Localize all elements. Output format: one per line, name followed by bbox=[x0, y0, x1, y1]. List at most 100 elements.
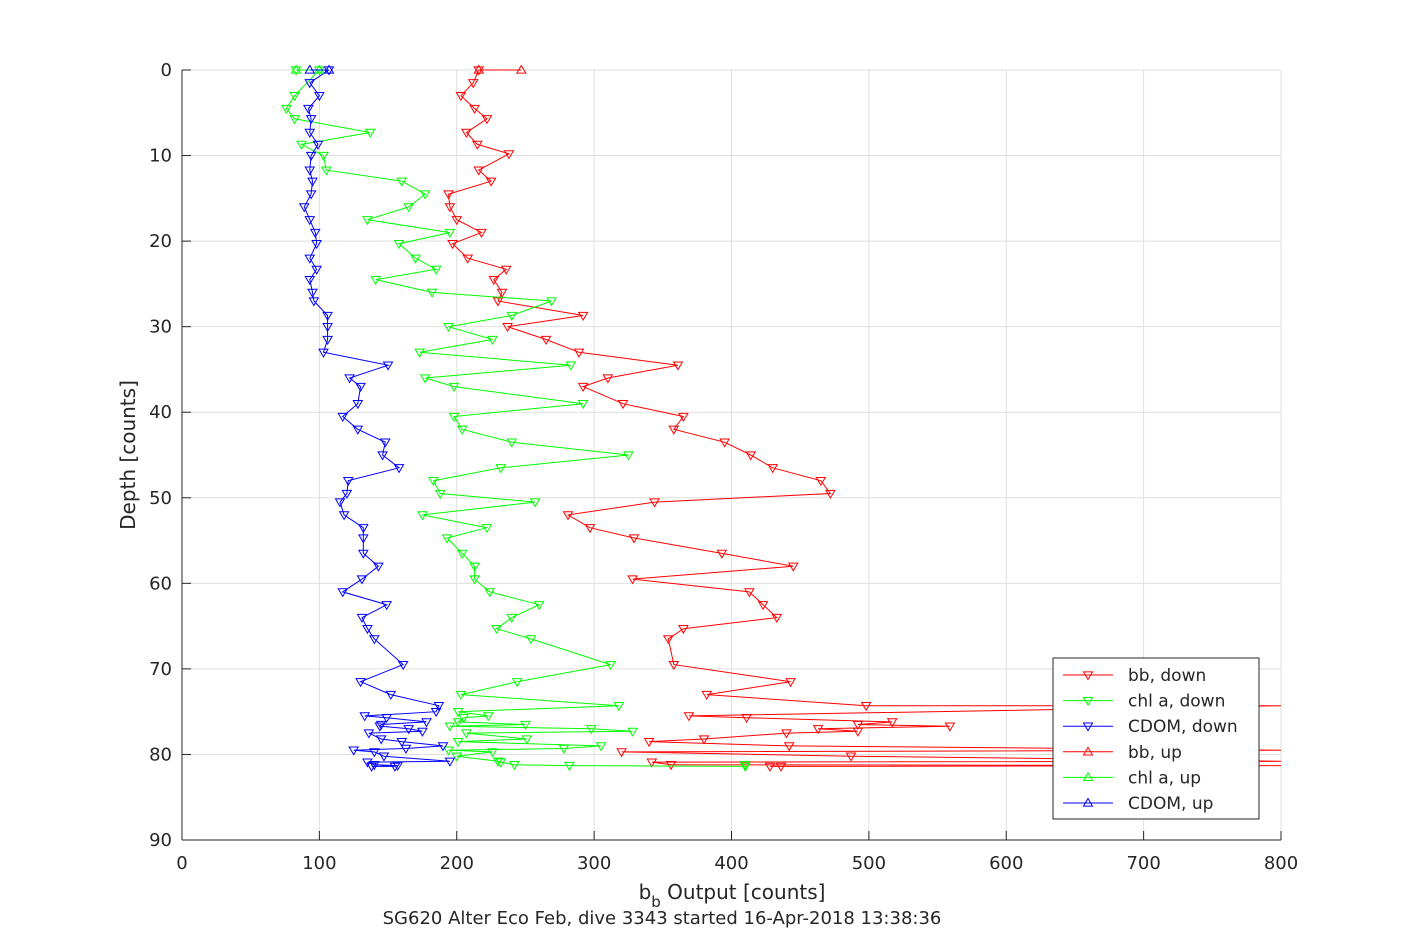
data-point bbox=[305, 151, 317, 162]
data-point bbox=[460, 729, 472, 739]
data-point bbox=[558, 744, 570, 754]
data-point bbox=[473, 166, 485, 176]
data-point bbox=[627, 575, 638, 585]
data-point bbox=[320, 166, 332, 176]
data-point bbox=[533, 601, 545, 611]
data-point bbox=[646, 758, 658, 768]
x-tick-label: 400 bbox=[714, 853, 748, 874]
data-point bbox=[701, 690, 713, 701]
data-point bbox=[741, 714, 752, 724]
data-point bbox=[385, 690, 397, 701]
data-point bbox=[764, 762, 776, 772]
data-point bbox=[757, 601, 769, 611]
legend-label: CDOM, up bbox=[1128, 794, 1213, 814]
data-point bbox=[448, 382, 460, 393]
data-point bbox=[366, 762, 377, 772]
data-point bbox=[944, 722, 956, 732]
data-point bbox=[379, 438, 391, 448]
data-point bbox=[419, 374, 431, 384]
data-point bbox=[562, 511, 574, 521]
data-point bbox=[352, 400, 364, 410]
x-axis-label-main: b bbox=[639, 880, 652, 904]
data-point bbox=[672, 361, 684, 371]
series-0 bbox=[443, 66, 1281, 772]
data-point bbox=[825, 489, 836, 499]
data-point bbox=[290, 64, 302, 74]
data-point bbox=[495, 464, 507, 474]
y-axis-label: Depth [counts] bbox=[116, 380, 140, 530]
data-point bbox=[430, 708, 442, 718]
data-point bbox=[370, 275, 382, 286]
data-point bbox=[456, 425, 468, 435]
y-tick-label: 70 bbox=[149, 659, 172, 680]
data-point bbox=[338, 511, 350, 521]
data-point bbox=[314, 92, 325, 102]
data-point bbox=[289, 115, 301, 125]
y-tick-label: 40 bbox=[149, 402, 172, 423]
data-point bbox=[471, 140, 483, 150]
data-point bbox=[304, 275, 316, 286]
data-point bbox=[290, 66, 302, 76]
data-point bbox=[771, 613, 783, 624]
data-point bbox=[565, 361, 577, 371]
data-point bbox=[698, 735, 710, 745]
data-point bbox=[540, 335, 552, 345]
data-point bbox=[414, 348, 426, 358]
data-point bbox=[363, 729, 375, 739]
data-point bbox=[860, 702, 872, 712]
data-point bbox=[356, 613, 368, 624]
data-point bbox=[444, 722, 456, 732]
data-point bbox=[434, 489, 446, 499]
data-point bbox=[396, 177, 408, 187]
data-point bbox=[303, 104, 314, 114]
data-point bbox=[506, 311, 518, 322]
data-point bbox=[417, 727, 428, 737]
series-2 bbox=[298, 66, 456, 772]
legend-marker bbox=[1082, 722, 1094, 732]
data-point bbox=[362, 216, 373, 226]
series-line bbox=[303, 69, 450, 767]
legend-item: chl a, down bbox=[1063, 692, 1225, 712]
series-line bbox=[447, 69, 1281, 767]
data-point bbox=[357, 524, 369, 534]
data-point bbox=[716, 549, 728, 559]
data-point bbox=[314, 66, 325, 76]
x-tick-label: 600 bbox=[989, 853, 1023, 874]
data-point bbox=[623, 451, 634, 461]
x-tick-label: 800 bbox=[1264, 853, 1298, 874]
data-point bbox=[525, 635, 537, 645]
legend-marker bbox=[1082, 746, 1094, 756]
data-point bbox=[469, 575, 480, 585]
data-point bbox=[403, 203, 415, 213]
y-tick-label: 30 bbox=[149, 317, 172, 338]
data-point bbox=[520, 720, 531, 730]
data-point bbox=[491, 625, 502, 635]
y-tick-label: 20 bbox=[149, 231, 172, 252]
x-axis-label-rest: Output [counts] bbox=[661, 880, 826, 904]
y-tick-label: 0 bbox=[161, 60, 172, 81]
data-point bbox=[668, 660, 680, 671]
data-point bbox=[305, 115, 317, 125]
data-point bbox=[428, 477, 439, 487]
x-tick-label: 200 bbox=[440, 853, 474, 874]
data-point bbox=[397, 660, 409, 671]
x-tick-label: 500 bbox=[852, 853, 886, 874]
data-point bbox=[311, 240, 323, 250]
data-point bbox=[487, 335, 498, 345]
data-point bbox=[739, 761, 751, 771]
data-point bbox=[719, 438, 731, 448]
x-tick-label: 300 bbox=[577, 853, 611, 874]
data-point bbox=[314, 64, 325, 74]
data-point bbox=[430, 265, 442, 275]
data-point bbox=[318, 348, 329, 358]
data-point bbox=[564, 761, 575, 772]
x-axis-label-subscript: b bbox=[651, 893, 661, 911]
data-point bbox=[341, 489, 353, 499]
data-point bbox=[529, 498, 541, 508]
data-point bbox=[503, 150, 515, 160]
data-point bbox=[886, 718, 898, 728]
series-1 bbox=[281, 66, 751, 772]
data-point bbox=[322, 335, 333, 345]
data-point bbox=[678, 412, 689, 422]
